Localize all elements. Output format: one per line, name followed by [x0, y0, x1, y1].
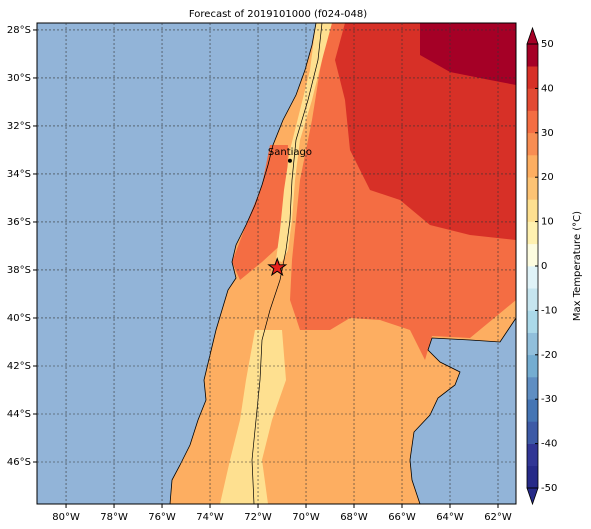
x-tick-label: 76°W — [148, 512, 176, 523]
colorbar-band — [527, 310, 538, 333]
colorbar-tick-label: 10 — [541, 217, 554, 228]
colorbar-tick-label: -20 — [541, 350, 557, 361]
colorbar-tick-label: 0 — [541, 261, 547, 272]
x-tick-label: 66°W — [388, 512, 416, 523]
colorbar-band — [527, 132, 538, 156]
x-tick-label: 64°W — [436, 512, 464, 523]
colorbar-tick-label: 30 — [541, 128, 554, 139]
zone-andes-north — [276, 23, 332, 262]
x-tick-label: 68°W — [340, 512, 368, 523]
colorbar-tick-label: -10 — [541, 305, 557, 316]
colorbar-band — [527, 88, 538, 111]
colorbar-band — [527, 399, 538, 422]
colorbar-band — [527, 44, 538, 67]
y-tick-label: 46°S — [7, 457, 31, 468]
plot-frame — [36, 22, 517, 505]
colorbar-band — [527, 199, 538, 222]
colorbar-band — [527, 443, 538, 467]
zone-hottest — [420, 23, 516, 85]
y-tick-label: 44°S — [7, 409, 31, 420]
colorbar-tick-label: 40 — [541, 83, 554, 94]
colorbar-tick-label: -40 — [541, 439, 557, 450]
x-tick-label: 78°W — [100, 512, 128, 523]
map-title: Forecast of 2019101000 (f024-048) — [189, 9, 367, 20]
colorbar-band — [527, 354, 538, 378]
colorbar-band — [527, 465, 538, 489]
zone-hot — [335, 23, 516, 240]
colorbar-band — [527, 332, 538, 356]
colorbar-label: Max Temperature (°C) — [572, 211, 583, 321]
colorbar-band — [527, 177, 538, 200]
colorbar-band — [527, 221, 538, 245]
x-tick-label: 72°W — [244, 512, 272, 523]
colorbar-band — [527, 243, 538, 267]
x-tick-label: 70°W — [292, 512, 320, 523]
zone-andes-south — [220, 330, 286, 504]
colorbar-tick-label: 50 — [541, 39, 554, 50]
y-tick-label: 42°S — [7, 361, 31, 372]
y-tick-label: 30°S — [7, 73, 31, 84]
place-dot — [287, 158, 292, 163]
colorbar-tick-label: -30 — [541, 394, 557, 405]
colorbar-extend-min — [526, 487, 539, 506]
colorbar-band — [527, 110, 538, 134]
y-tick-label: 34°S — [7, 169, 31, 180]
colorbar-band — [527, 66, 538, 89]
colorbar-tick-label: -50 — [541, 483, 557, 494]
colorbar-extend-max — [526, 26, 539, 45]
x-tick-label: 62°W — [484, 512, 512, 523]
y-tick-label: 32°S — [7, 121, 31, 132]
x-tick-label: 80°W — [52, 512, 80, 523]
y-tick-label: 28°S — [7, 25, 31, 36]
location-star — [267, 257, 288, 277]
colorbar-tick-label: 20 — [541, 172, 554, 183]
colorbar-band — [527, 266, 538, 289]
x-tick-label: 74°W — [196, 512, 224, 523]
place-label: Santiago — [268, 147, 312, 158]
colorbar-band — [527, 421, 538, 444]
y-tick-label: 40°S — [7, 313, 31, 324]
zone-warm-coast — [232, 145, 288, 280]
y-tick-label: 36°S — [7, 217, 31, 228]
colorbar-band — [527, 155, 538, 178]
map-area — [37, 23, 516, 504]
y-tick-label: 38°S — [7, 265, 31, 276]
colorbar-band — [527, 288, 538, 311]
colorbar-band — [527, 377, 538, 400]
